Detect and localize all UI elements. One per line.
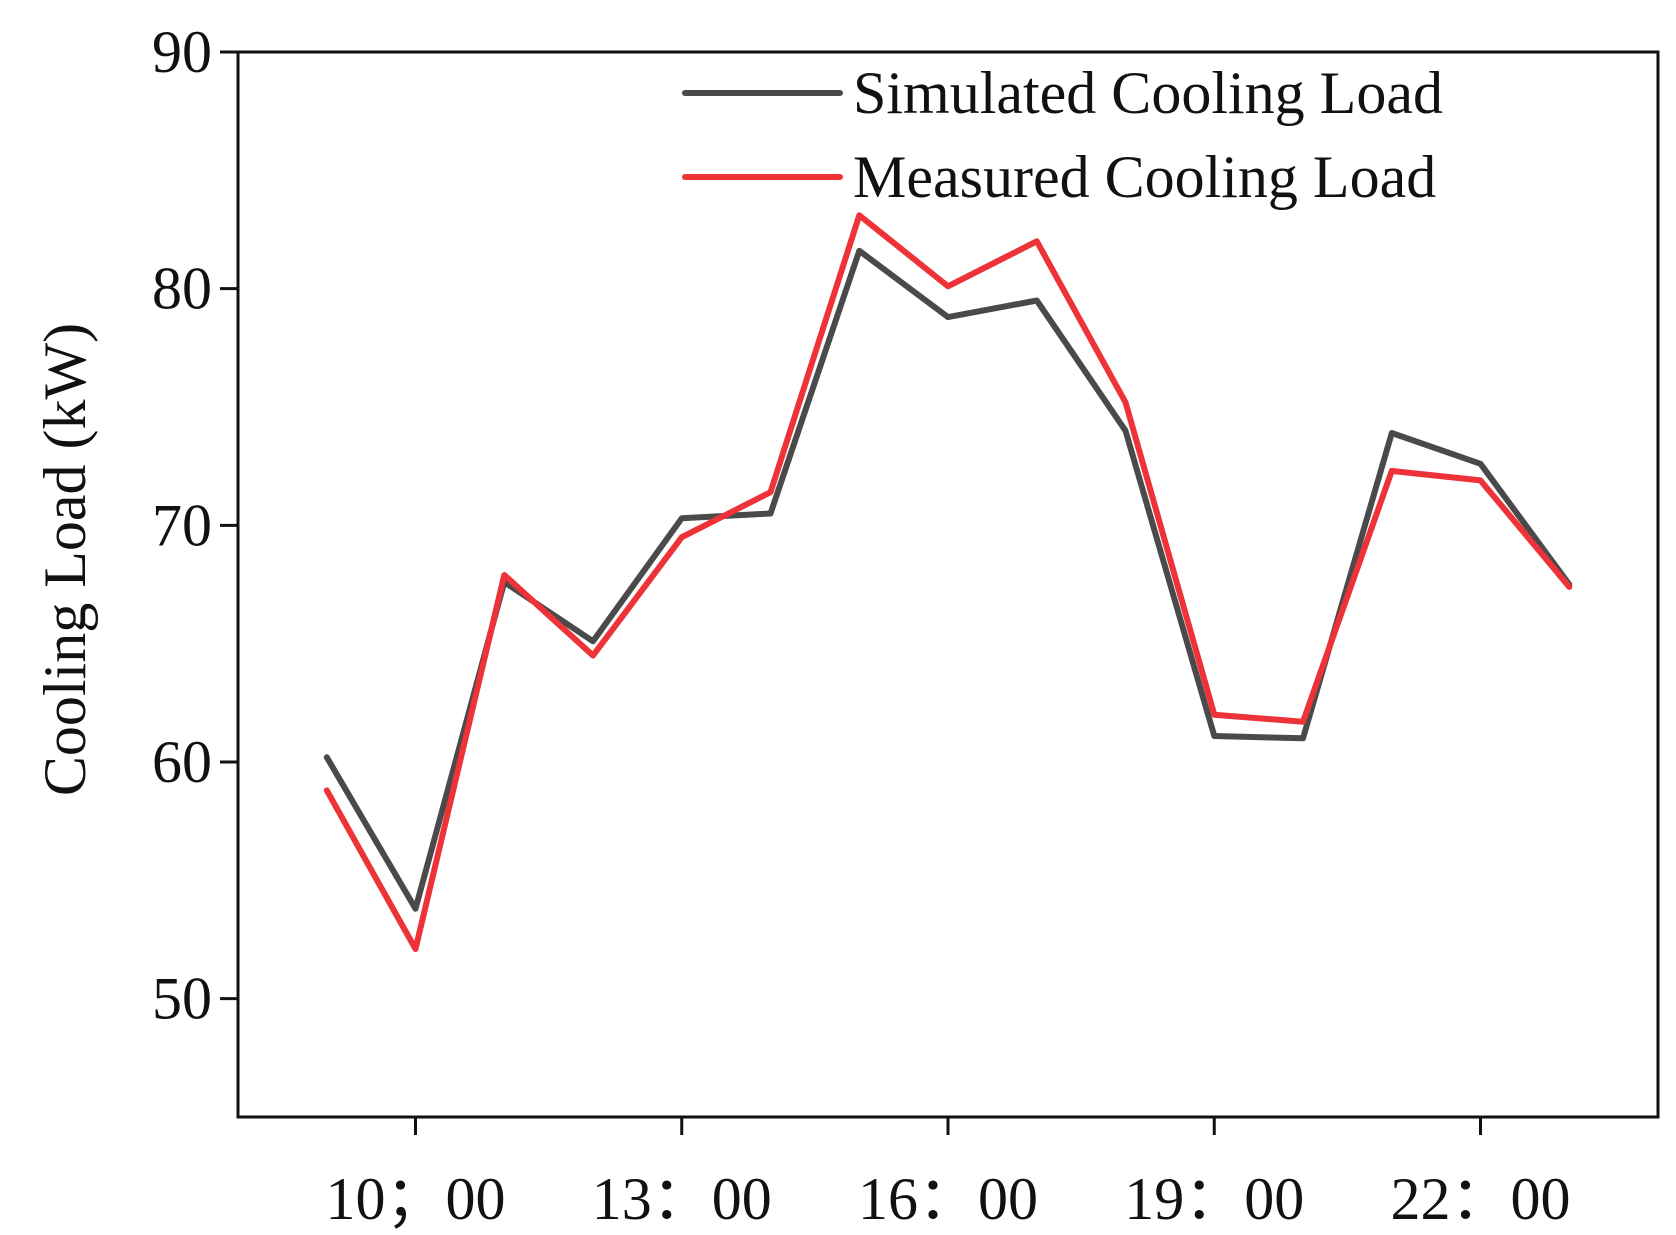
series-line-measured bbox=[323, 212, 1573, 952]
y-tick-label: 80 bbox=[152, 256, 212, 322]
y-tick-label: 50 bbox=[152, 966, 212, 1032]
x-tick-label: 13：00 bbox=[592, 1166, 772, 1232]
x-tick-label: 22：00 bbox=[1391, 1166, 1571, 1232]
legend-label: Simulated Cooling Load bbox=[853, 60, 1443, 126]
x-tick-label: 16：00 bbox=[858, 1166, 1038, 1232]
y-axis-title: Cooling Load (kW) bbox=[32, 323, 98, 796]
x-tick-label: 19：00 bbox=[1124, 1166, 1304, 1232]
plot-frame bbox=[236, 50, 1660, 1119]
x-tick-label: 10；00 bbox=[326, 1166, 506, 1232]
series-layer bbox=[323, 212, 1573, 952]
y-tick-label: 70 bbox=[152, 492, 212, 558]
y-axis: 50 60 70 80 90 bbox=[152, 19, 238, 1032]
legend: Simulated Cooling Load Measured Cooling L… bbox=[682, 60, 1443, 210]
legend-label: Measured Cooling Load bbox=[853, 144, 1436, 210]
y-tick-label: 90 bbox=[152, 19, 212, 85]
x-axis: 10；00 13：00 16：00 19：00 22：00 bbox=[326, 1117, 1571, 1232]
y-tick-label: 60 bbox=[152, 729, 212, 795]
